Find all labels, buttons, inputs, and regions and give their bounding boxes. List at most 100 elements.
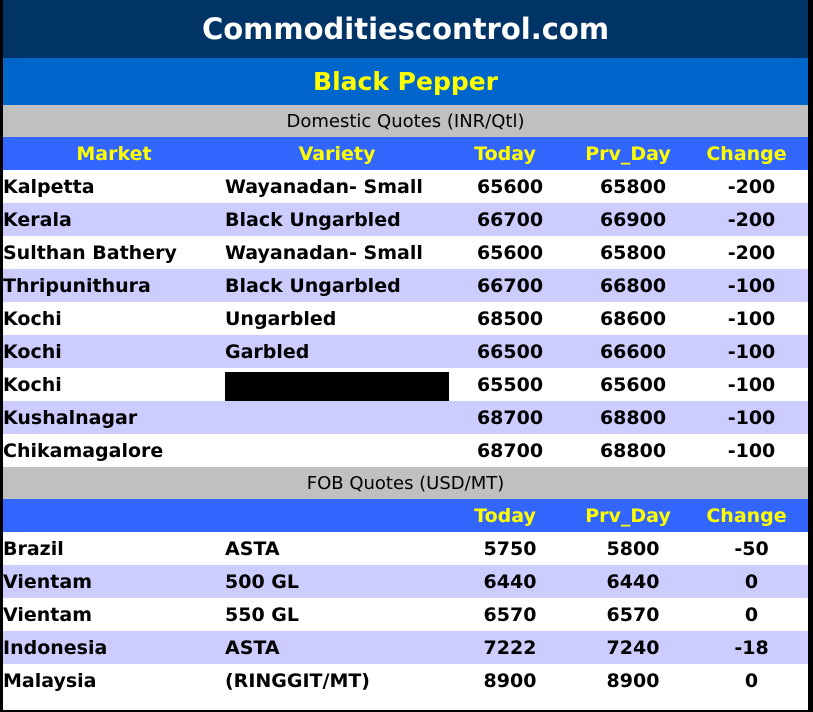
cell-variety	[225, 401, 449, 434]
column-header-change[interactable]: Change	[695, 137, 808, 170]
section-title: Domestic Quotes (INR/Qtl)	[3, 105, 808, 137]
cell-market: Thripunithura	[3, 269, 225, 302]
table-row: Vientam 500 GL 6440 6440 0	[3, 565, 808, 598]
cell-variety	[225, 434, 449, 467]
cell-prv-day: 66800	[571, 269, 695, 302]
cell-today: 7222	[449, 631, 571, 664]
cell-market: Kushalnagar	[3, 401, 225, 434]
section-band-row: FOB Quotes (USD/MT)	[3, 467, 808, 499]
cell-change: -100	[695, 269, 808, 302]
commodity-title: Black Pepper	[3, 58, 808, 105]
cell-change: -100	[695, 368, 808, 401]
sheet-bottom-border	[3, 710, 808, 712]
cell-variety: 500 GL	[225, 565, 449, 598]
commodity-quote-table: Commoditiescontrol.com Black Pepper Dome…	[3, 0, 808, 697]
cell-today: 6440	[449, 565, 571, 598]
cell-today: 8900	[449, 664, 571, 697]
cell-prv-day: 68600	[571, 302, 695, 335]
cell-prv-day: 68800	[571, 434, 695, 467]
cell-change: -200	[695, 236, 808, 269]
cell-variety: Garbled	[225, 335, 449, 368]
cell-today: 66500	[449, 335, 571, 368]
cell-today: 68500	[449, 302, 571, 335]
section-title: FOB Quotes (USD/MT)	[3, 467, 808, 499]
table-row: Malaysia (RINGGIT/MT) 8900 8900 0	[3, 664, 808, 697]
cell-prv-day: 8900	[571, 664, 695, 697]
cell-change: 0	[695, 565, 808, 598]
table-row: Kushalnagar 68700 68800 -100	[3, 401, 808, 434]
cell-prv-day: 65800	[571, 236, 695, 269]
table-row: Thripunithura Black Ungarbled 66700 66800 -1…	[3, 269, 808, 302]
cell-today: 68700	[449, 434, 571, 467]
cell-market: Brazil	[3, 532, 225, 565]
cell-variety: Ungarbled	[225, 302, 449, 335]
column-header-variety[interactable]	[225, 499, 449, 532]
table-row: Kochi Garbled 66500 66600 -100	[3, 335, 808, 368]
column-header-row: Today Prv_Day Change	[3, 499, 808, 532]
cell-prv-day: 65600	[571, 368, 695, 401]
brand-banner-row: Commoditiescontrol.com	[3, 0, 808, 58]
table-row: Chikamagalore 68700 68800 -100	[3, 434, 808, 467]
cell-variety: Wayanadan- Small	[225, 236, 449, 269]
cell-market: Kochi	[3, 368, 225, 401]
column-header-prv-day[interactable]: Prv_Day	[571, 499, 695, 532]
cell-market: Vientam	[3, 598, 225, 631]
cell-change: 0	[695, 664, 808, 697]
cell-prv-day: 66600	[571, 335, 695, 368]
cell-variety: Wayanadan- Small	[225, 170, 449, 203]
table-row: Indonesia ASTA 7222 7240 -18	[3, 631, 808, 664]
cell-prv-day: 6570	[571, 598, 695, 631]
cell-change: -200	[695, 203, 808, 236]
cell-change: -200	[695, 170, 808, 203]
cell-prv-day: 7240	[571, 631, 695, 664]
cell-prv-day: 65800	[571, 170, 695, 203]
cell-variety	[225, 368, 449, 401]
cell-market: Indonesia	[3, 631, 225, 664]
cell-today: 66700	[449, 203, 571, 236]
cell-change: -100	[695, 434, 808, 467]
cell-market: Kochi	[3, 302, 225, 335]
cell-market: Sulthan Bathery	[3, 236, 225, 269]
column-header-prv-day[interactable]: Prv_Day	[571, 137, 695, 170]
cell-today: 66700	[449, 269, 571, 302]
cell-market: Malaysia	[3, 664, 225, 697]
cell-change: -18	[695, 631, 808, 664]
cell-variety: (RINGGIT/MT)	[225, 664, 449, 697]
cell-today: 65600	[449, 170, 571, 203]
cell-today: 65600	[449, 236, 571, 269]
table-row: Vientam 550 GL 6570 6570 0	[3, 598, 808, 631]
brand-title: Commoditiescontrol.com	[3, 0, 808, 58]
table-row: Sulthan Bathery Wayanadan- Small 65600 6580…	[3, 236, 808, 269]
cell-variety: ASTA	[225, 532, 449, 565]
column-header-market[interactable]: Market	[3, 137, 225, 170]
table-row: Kalpetta Wayanadan- Small 65600 65800 -200	[3, 170, 808, 203]
cell-market: Chikamagalore	[3, 434, 225, 467]
column-header-variety[interactable]: Variety	[225, 137, 449, 170]
table-row: Kochi Ungarbled 68500 68600 -100	[3, 302, 808, 335]
cell-variety: Black Ungarbled	[225, 203, 449, 236]
cell-today: 6570	[449, 598, 571, 631]
cell-variety: 550 GL	[225, 598, 449, 631]
cell-market: Kerala	[3, 203, 225, 236]
cell-today: 68700	[449, 401, 571, 434]
section-band-row: Domestic Quotes (INR/Qtl)	[3, 105, 808, 137]
cell-prv-day: 6440	[571, 565, 695, 598]
cell-market: Kalpetta	[3, 170, 225, 203]
cell-prv-day: 66900	[571, 203, 695, 236]
column-header-today[interactable]: Today	[449, 137, 571, 170]
cell-change: -50	[695, 532, 808, 565]
commodity-banner-row: Black Pepper	[3, 58, 808, 105]
cell-change: 0	[695, 598, 808, 631]
cell-variety: ASTA	[225, 631, 449, 664]
cell-prv-day: 5800	[571, 532, 695, 565]
table-row: Kerala Black Ungarbled 66700 66900 -200	[3, 203, 808, 236]
column-header-change[interactable]: Change	[695, 499, 808, 532]
cell-change: -100	[695, 401, 808, 434]
column-header-market[interactable]	[3, 499, 225, 532]
cell-change: -100	[695, 302, 808, 335]
cell-today: 65500	[449, 368, 571, 401]
cell-market: Vientam	[3, 565, 225, 598]
column-header-today[interactable]: Today	[449, 499, 571, 532]
cell-change: -100	[695, 335, 808, 368]
